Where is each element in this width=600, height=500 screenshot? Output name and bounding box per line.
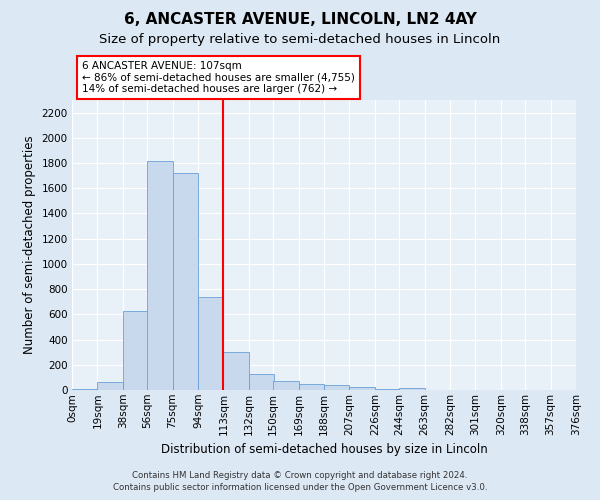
- Bar: [399, 388, 425, 390]
- Text: 6, ANCASTER AVENUE, LINCOLN, LN2 4AY: 6, ANCASTER AVENUE, LINCOLN, LN2 4AY: [124, 12, 476, 28]
- Bar: [72, 388, 97, 390]
- Bar: [173, 173, 198, 390]
- Bar: [349, 388, 375, 390]
- Bar: [223, 352, 249, 390]
- Bar: [324, 385, 349, 390]
- Text: Size of property relative to semi-detached houses in Lincoln: Size of property relative to semi-detach…: [100, 32, 500, 46]
- Bar: [123, 310, 148, 390]
- X-axis label: Distribution of semi-detached houses by size in Lincoln: Distribution of semi-detached houses by …: [161, 443, 487, 456]
- Text: 6 ANCASTER AVENUE: 107sqm
← 86% of semi-detached houses are smaller (4,755)
14% : 6 ANCASTER AVENUE: 107sqm ← 86% of semi-…: [82, 61, 355, 94]
- Text: Contains HM Land Registry data © Crown copyright and database right 2024.: Contains HM Land Registry data © Crown c…: [132, 471, 468, 480]
- Y-axis label: Number of semi-detached properties: Number of semi-detached properties: [23, 136, 36, 354]
- Bar: [97, 382, 123, 390]
- Bar: [147, 160, 173, 390]
- Bar: [249, 374, 274, 390]
- Bar: [198, 296, 223, 390]
- Text: Contains public sector information licensed under the Open Government Licence v3: Contains public sector information licen…: [113, 484, 487, 492]
- Bar: [273, 381, 299, 390]
- Bar: [299, 384, 324, 390]
